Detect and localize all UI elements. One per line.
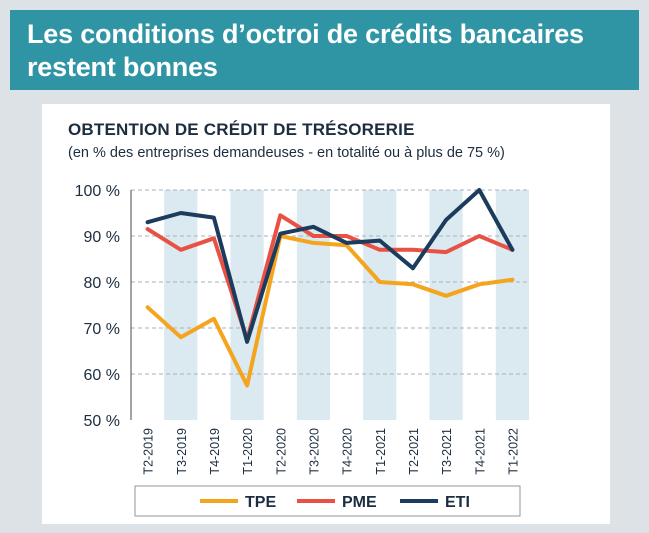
x-tick-label: T4-2019 [208, 428, 222, 475]
x-tick-label: T4-2020 [341, 428, 355, 475]
y-tick-label: 100 % [75, 183, 120, 200]
x-tick-label: T1-2022 [506, 428, 520, 475]
x-tick-label: T4-2021 [473, 428, 487, 475]
y-tick-label: 80 % [84, 275, 120, 292]
shaded-column [363, 190, 397, 420]
x-tick-label: T3-2021 [440, 428, 454, 475]
line-chart: 100 % 90 % 80 % 70 % 60 % 50 % T2-2019 T3-2019 T… [75, 183, 529, 517]
chart-card: OBTENTION DE CRÉDIT DE TRÉSORERIE (en % … [42, 104, 610, 524]
y-tick-label: 50 % [84, 413, 120, 430]
banner-title-line-1: Les conditions d’octroi de crédits banca… [27, 19, 584, 49]
chart-title: OBTENTION DE CRÉDIT DE TRÉSORERIE [68, 120, 415, 139]
legend-label-pme: PME [342, 494, 377, 511]
y-tick-label: 70 % [84, 321, 120, 338]
x-tick-label: T1-2021 [374, 428, 388, 475]
x-tick-label: T3-2020 [307, 428, 321, 475]
legend-label-eti: ETI [445, 494, 470, 511]
shaded-column [296, 190, 330, 420]
series-line-eti [145, 188, 515, 344]
shaded-column [495, 190, 529, 420]
x-tick-label: T2-2020 [274, 428, 288, 475]
y-tick-label: 60 % [84, 367, 120, 384]
chart-subtitle: (en % des entreprises demandeuses - en t… [68, 145, 505, 161]
legend-label-tpe: TPE [245, 494, 276, 511]
banner-title-line-2: restent bonnes [27, 52, 218, 82]
series-line-tpe [145, 234, 515, 388]
shaded-column [164, 190, 198, 420]
x-tick-label: T1-2020 [241, 428, 255, 475]
x-tick-label: T2-2019 [142, 428, 156, 475]
header-banner: Les conditions d’octroi de crédits banca… [10, 10, 639, 90]
y-tick-label: 90 % [84, 229, 120, 246]
x-tick-label: T2-2021 [407, 428, 421, 475]
shaded-column [429, 190, 463, 420]
x-tick-label: T3-2019 [175, 428, 189, 475]
